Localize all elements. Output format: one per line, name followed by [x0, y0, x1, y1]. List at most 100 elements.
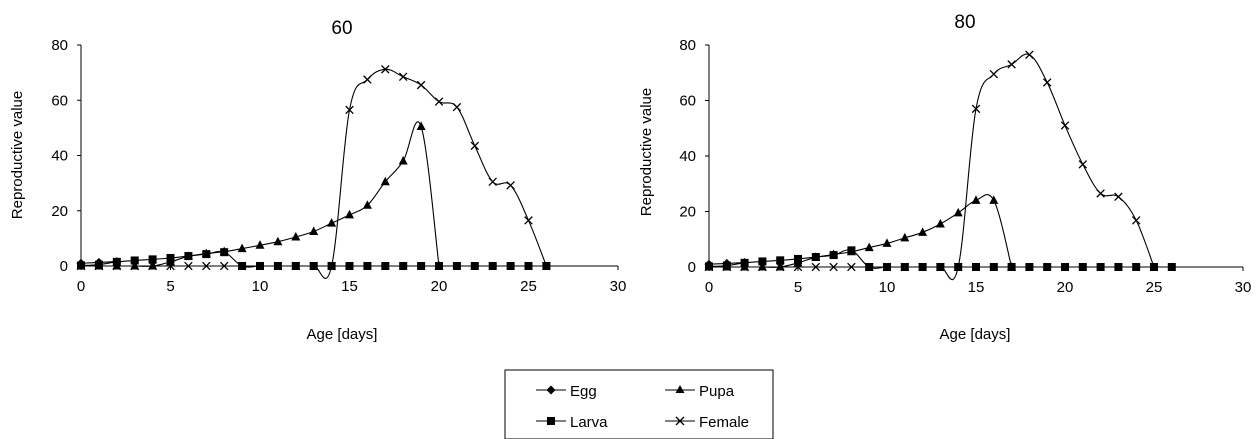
legend-item-egg: Egg — [536, 383, 597, 400]
data-point-pupa — [900, 232, 910, 242]
data-point-pupa — [345, 209, 354, 219]
data-point-female — [470, 141, 480, 151]
data-point-female — [255, 261, 265, 271]
data-point-larva — [1078, 263, 1087, 271]
data-point-female — [1114, 192, 1123, 202]
data-point-female — [1131, 216, 1141, 225]
plot-area: 0 20 40 60 80 0 5 10 15 20 25 30 — [679, 37, 1251, 296]
data-point-female — [793, 262, 803, 272]
x-tick-label: 0 — [705, 279, 713, 296]
legend-marker-x — [675, 416, 685, 426]
data-point-female — [722, 262, 732, 272]
chart-panel-80: 80 Reproductive value Age [days] 0 20 40 60… — [638, 12, 1251, 343]
data-point-female — [1042, 78, 1052, 87]
x-tick-label: 10 — [252, 278, 269, 295]
data-point-female — [936, 262, 945, 272]
legend-item-larva: Larva — [536, 414, 608, 431]
data-point-female — [363, 75, 372, 84]
data-point-female — [506, 181, 515, 190]
data-point-female — [1025, 50, 1034, 59]
x-tick-label: 20 — [1057, 279, 1074, 296]
x-tick-label: 10 — [879, 279, 896, 296]
data-point-larva — [506, 262, 515, 270]
data-point-pupa — [309, 226, 319, 235]
data-point-pupa — [1007, 262, 1017, 271]
data-point-female — [864, 262, 874, 272]
data-point-female — [1149, 262, 1159, 272]
legend-label: Egg — [570, 383, 597, 400]
data-point-larva — [1043, 263, 1052, 271]
legend: Egg Pupa Larva Female — [504, 369, 774, 439]
data-point-pupa — [255, 240, 265, 249]
data-point-pupa — [829, 249, 839, 259]
data-point-larva — [417, 262, 426, 270]
legend-item-female: Female — [665, 414, 749, 431]
y-axis-label: Reproductive value — [638, 88, 655, 216]
data-point-female — [434, 97, 444, 106]
data-point-female — [1007, 60, 1016, 69]
data-point-pupa — [201, 248, 211, 258]
data-point-larva — [452, 262, 461, 270]
data-point-pupa — [327, 218, 337, 227]
data-point-female — [327, 261, 336, 271]
legend-item-pupa: Pupa — [665, 383, 735, 400]
data-point-larva — [524, 262, 533, 270]
y-tick-label: 60 — [679, 93, 696, 110]
data-point-larva — [1132, 263, 1141, 271]
x-tick-label: 5 — [794, 279, 802, 296]
data-point-female — [524, 216, 533, 225]
data-point-pupa — [380, 176, 390, 186]
data-point-female — [918, 262, 927, 272]
data-point-female — [740, 262, 749, 272]
data-point-female — [1096, 189, 1105, 198]
data-point-female — [237, 261, 247, 271]
chart-panel-60: 60 Reproductive value Age [days] 0 20 40 60… — [9, 18, 626, 343]
data-point-female — [1060, 121, 1070, 130]
plot-area: 0 20 40 60 80 0 5 10 15 20 25 30 — [51, 37, 626, 295]
series-female — [704, 50, 1159, 281]
x-tick-label: 15 — [968, 279, 985, 296]
data-point-larva — [1061, 263, 1069, 271]
x-tick-label: 30 — [610, 278, 627, 295]
data-point-pupa — [989, 195, 999, 204]
data-point-pupa — [971, 195, 981, 204]
data-point-larva — [345, 262, 354, 270]
data-point-pupa — [918, 227, 928, 236]
data-point-female — [1078, 160, 1088, 169]
data-point-female — [166, 261, 175, 271]
y-tick-label: 80 — [51, 37, 68, 54]
data-point-larva — [1114, 263, 1123, 271]
data-point-pupa — [811, 252, 821, 261]
data-point-female — [345, 105, 354, 115]
data-point-female — [488, 177, 497, 187]
data-point-female — [130, 261, 139, 271]
data-point-female — [184, 261, 193, 271]
series-pupa — [76, 121, 444, 270]
series-line-female — [708, 53, 1155, 281]
data-point-pupa — [416, 121, 426, 130]
data-point-larva — [381, 262, 390, 270]
data-point-female — [416, 80, 426, 90]
y-tick-label: 60 — [51, 92, 68, 109]
y-tick-label: 40 — [679, 148, 696, 165]
chart-title: 80 — [954, 12, 975, 33]
data-point-female — [542, 261, 551, 271]
data-point-pupa — [183, 251, 193, 260]
data-point-female — [900, 262, 910, 272]
data-point-female — [704, 262, 714, 272]
y-tick-label: 40 — [51, 148, 68, 165]
data-point-female — [291, 261, 301, 271]
data-point-pupa — [935, 218, 945, 228]
x-tick-label: 30 — [1235, 279, 1252, 296]
data-point-female — [847, 262, 856, 272]
y-tick-label: 80 — [679, 37, 696, 54]
x-tick-label: 25 — [520, 278, 537, 295]
data-point-larva — [148, 255, 157, 264]
x-tick-label: 0 — [77, 278, 85, 295]
legend-marker-triangle — [675, 385, 685, 393]
data-point-female — [775, 262, 785, 272]
legend-box — [504, 369, 774, 439]
data-point-female — [202, 261, 211, 271]
y-tick-label: 0 — [60, 258, 68, 275]
